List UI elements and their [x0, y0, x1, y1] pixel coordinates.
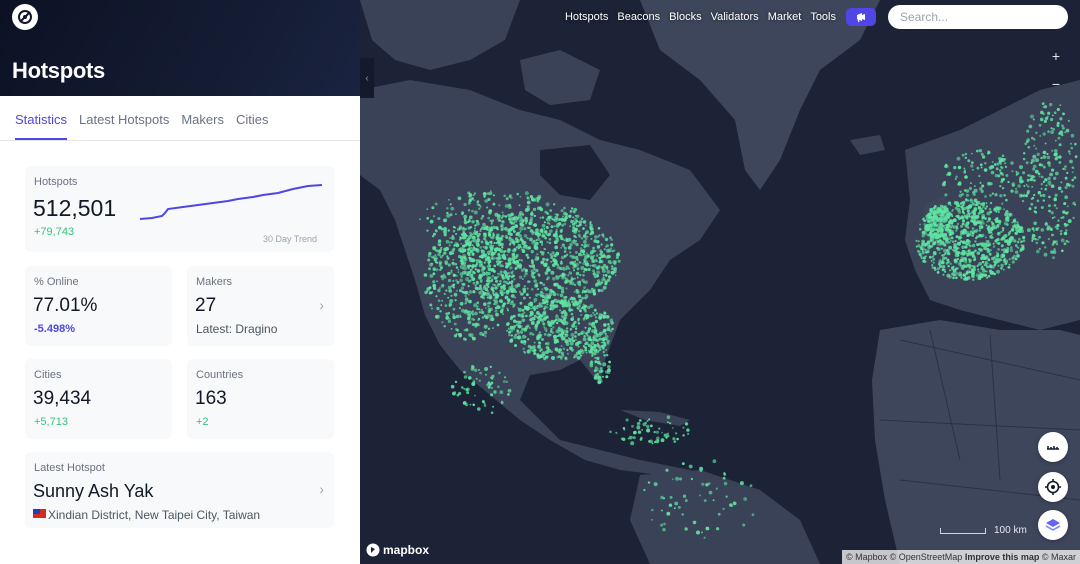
trend-label: 30 Day Trend [262, 234, 317, 244]
hotspots-stat-card: Hotspots 512,501 +79,743 30 Day Trend [25, 166, 334, 252]
scale-bar [940, 527, 986, 534]
top-navigation: Hotspots Beacons Blocks Validators Marke… [360, 0, 1080, 34]
nav-link-market[interactable]: Market [767, 11, 802, 23]
layers-control[interactable] [1038, 510, 1068, 540]
taiwan-flag-icon [33, 509, 46, 518]
app-logo[interactable] [12, 4, 38, 30]
countries-label: Countries [196, 369, 244, 381]
online-label: % Online [34, 276, 79, 288]
cities-count: 39,434 [33, 388, 92, 409]
countries-count: 163 [195, 388, 227, 409]
nav-link-blocks[interactable]: Blocks [669, 11, 702, 23]
mapbox-wordmark: mapbox [383, 543, 430, 557]
online-stat-card: % Online 77.01% -5.498% [25, 266, 172, 346]
helium-logo-icon [18, 10, 32, 24]
hotspots-count: 512,501 [33, 195, 117, 221]
chevron-left-icon: ‹ [365, 72, 369, 84]
latest-hotspot-label: Latest Hotspot [34, 462, 105, 474]
scale-label: 100 km [994, 525, 1027, 536]
latest-hotspot-location: Xindian District, New Taipei City, Taiwa… [48, 508, 261, 522]
attribution-osm-link[interactable]: © OpenStreetMap [889, 552, 963, 562]
chevron-right-icon: › [319, 297, 324, 313]
attribution-mapbox-link[interactable]: © Mapbox [845, 552, 888, 562]
page-title: Hotspots [12, 58, 105, 83]
makers-label: Makers [196, 276, 233, 288]
tab-makers[interactable]: Makers [181, 112, 224, 127]
panel-header: Hotspots [0, 0, 360, 96]
cities-label: Cities [34, 369, 62, 381]
zoom-out-button[interactable]: − [1051, 76, 1060, 92]
latest-hotspot-name: Sunny Ash Yak [33, 481, 154, 501]
locate-control[interactable] [1038, 472, 1068, 502]
makers-count: 27 [195, 295, 217, 316]
search-input[interactable] [888, 5, 1068, 29]
online-value: 77.01% [33, 295, 98, 316]
nav-link-tools[interactable]: Tools [810, 11, 836, 23]
ruler-icon [1047, 446, 1059, 450]
tab-statistics[interactable]: Statistics [15, 112, 68, 140]
hotspots-trend-sparkline [139, 184, 323, 220]
mapbox-logo[interactable]: mapbox [366, 543, 429, 557]
hotspots-label: Hotspots [34, 176, 78, 188]
announcements-button[interactable] [846, 8, 876, 26]
megaphone-icon [857, 13, 865, 23]
makers-latest: Latest: Dragino [196, 322, 278, 336]
tab-cities[interactable]: Cities [235, 112, 269, 127]
makers-stat-card[interactable]: Makers 27 Latest: Dragino › [187, 266, 334, 346]
measure-control[interactable] [1038, 432, 1068, 462]
tab-latest-hotspots[interactable]: Latest Hotspots [79, 112, 170, 127]
zoom-in-button[interactable]: + [1051, 48, 1060, 64]
layers-icon [1045, 519, 1061, 531]
mapbox-icon [366, 543, 380, 557]
online-change: -5.498% [34, 323, 75, 335]
crosshair-icon [1045, 479, 1061, 495]
hotspots-change: +79,743 [34, 226, 75, 238]
side-panel: Hotspots Statistics Latest Hotspots Make… [0, 0, 360, 564]
chevron-right-icon: › [319, 481, 324, 497]
nav-link-beacons[interactable]: Beacons [617, 11, 661, 23]
nav-link-hotspots[interactable]: Hotspots [564, 11, 609, 23]
cities-stat-card: Cities 39,434 +5,713 [25, 359, 172, 439]
countries-stat-card: Countries 163 +2 [187, 359, 334, 439]
countries-change: +2 [196, 416, 209, 428]
cities-change: +5,713 [34, 416, 68, 428]
scale-indicator: 100 km [940, 525, 1027, 536]
panel-tabs: Statistics Latest Hotspots Makers Cities [0, 96, 360, 141]
collapse-panel-button[interactable]: ‹ [360, 58, 374, 98]
attribution-maxar-link[interactable]: © Maxar [1041, 552, 1076, 562]
map-attribution: © Mapbox © OpenStreetMap Improve this ma… [841, 550, 1080, 564]
nav-link-validators[interactable]: Validators [710, 11, 759, 23]
attribution-improve-link[interactable]: Improve this map [964, 552, 1040, 562]
latest-hotspot-card[interactable]: Latest Hotspot Sunny Ash Yak Xindian Dis… [25, 452, 334, 528]
